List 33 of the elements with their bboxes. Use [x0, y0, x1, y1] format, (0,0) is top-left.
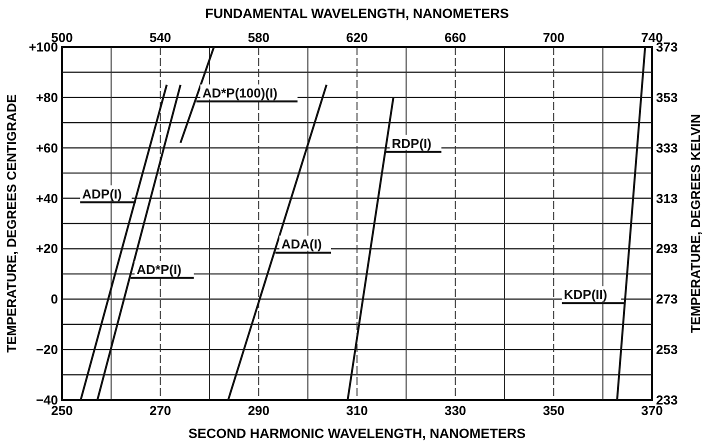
series-label: ADA(I): [281, 236, 322, 252]
series-label: ADP(I): [82, 186, 122, 202]
x2-tick-label: 580: [248, 30, 270, 45]
y-tick-label: +60: [36, 140, 58, 156]
y2-tick-label: 253: [656, 342, 678, 358]
x2-tick-label: 620: [346, 30, 368, 45]
y2-tick-label: 313: [656, 190, 678, 206]
series-label: KDP(II): [564, 287, 608, 302]
y-tick-label: +80: [36, 90, 58, 105]
y2-tick-label: 333: [656, 140, 678, 156]
y2-axis-title: TEMPERATURE, DEGREES KELVIN: [688, 114, 703, 334]
y-axis-title: TEMPERATURE, DEGREES CENTIGRADE: [4, 94, 19, 353]
x-tick-label: 310: [346, 403, 368, 418]
y-tick-label: +20: [36, 241, 58, 256]
series-label: RDP(I): [392, 136, 432, 151]
series-label: AD*P(100)(I): [202, 85, 278, 100]
y-tick-label: 0: [50, 292, 58, 307]
x-tick-label: 270: [149, 403, 172, 418]
y-tick-label: +40: [36, 190, 58, 206]
x2-axis-title: FUNDAMENTAL WAVELENGTH, NANOMETERS: [205, 6, 509, 21]
series-label: AD*P(I): [136, 262, 182, 277]
y2-tick-label: 273: [656, 292, 678, 307]
x2-tick-label: 660: [444, 30, 466, 45]
x-tick-label: 330: [444, 403, 466, 418]
y2-tick-label: 293: [656, 241, 678, 256]
y2-tick-label: 353: [656, 90, 678, 105]
x-tick-label: 370: [641, 403, 663, 418]
x2-tick-label: 700: [542, 30, 565, 45]
y-tick-label: −20: [36, 342, 58, 358]
x2-tick-label: 540: [149, 30, 172, 45]
x-tick-label: 350: [542, 403, 565, 418]
x-tick-label: 290: [248, 403, 270, 418]
x-axis-title: SECOND HARMONIC WAVELENGTH, NANOMETERS: [188, 426, 526, 441]
